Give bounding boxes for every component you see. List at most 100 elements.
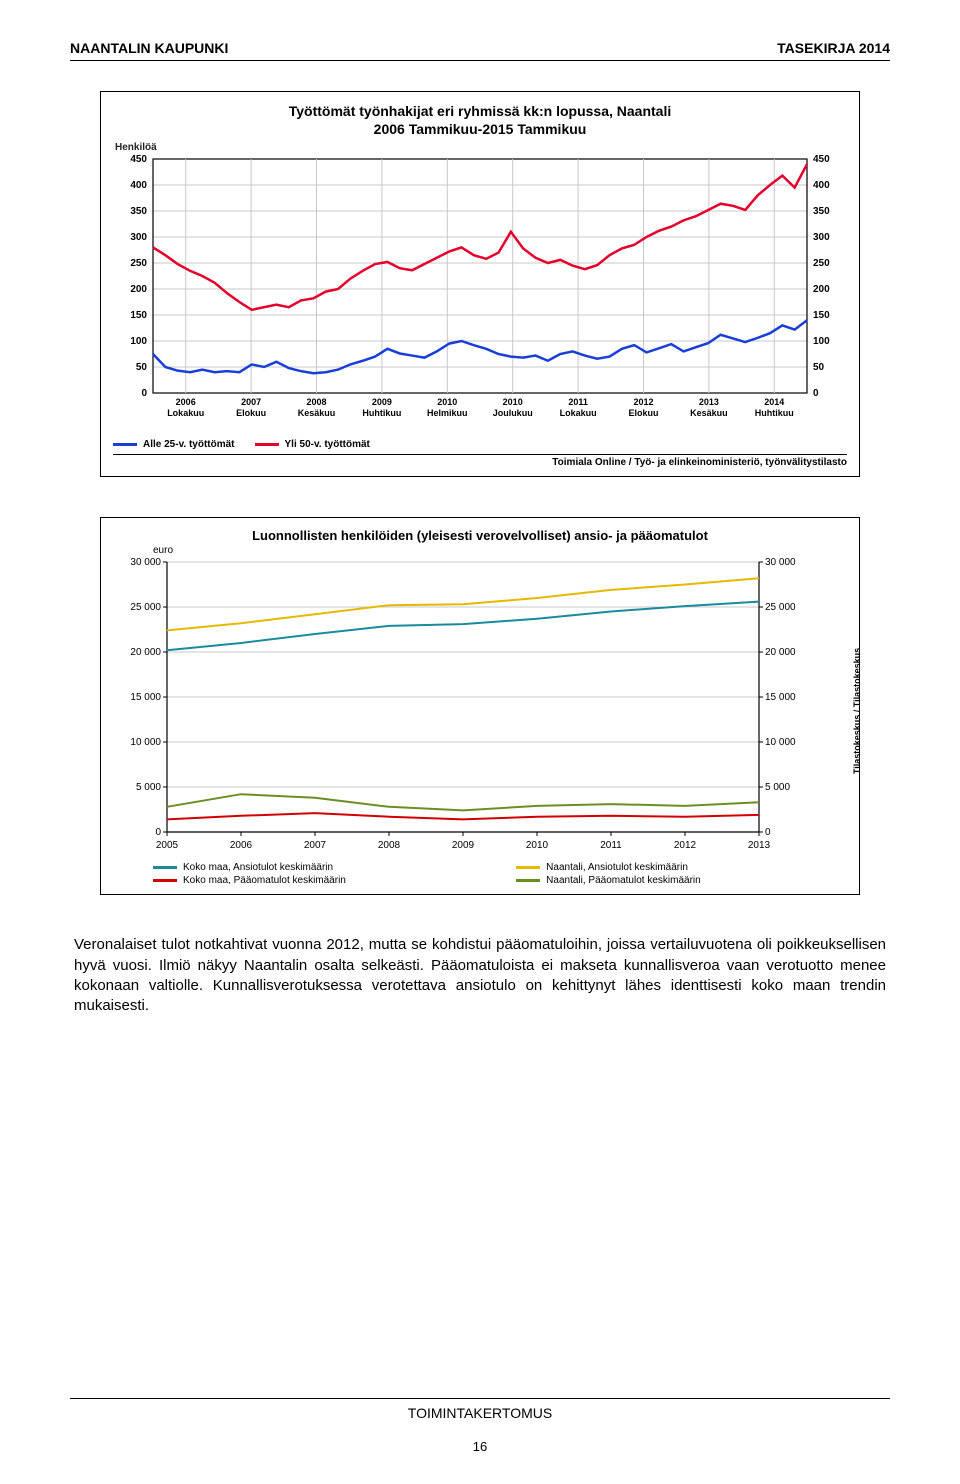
header-right: TASEKIRJA 2014 <box>777 40 890 56</box>
svg-text:2009: 2009 <box>452 840 475 851</box>
svg-text:30 000: 30 000 <box>765 557 796 568</box>
legend-swatch-blue <box>113 443 137 446</box>
svg-text:2009: 2009 <box>372 397 392 407</box>
svg-text:Kesäkuu: Kesäkuu <box>298 408 336 418</box>
svg-text:Kesäkuu: Kesäkuu <box>690 408 728 418</box>
svg-text:100: 100 <box>130 336 147 347</box>
legend-label: Naantali, Pääomatulot keskimäärin <box>546 875 701 886</box>
svg-text:2010: 2010 <box>437 397 457 407</box>
chart2-source: Tilastokeskus / Tilastokeskus <box>852 648 862 774</box>
legend-label: Koko maa, Ansiotulot keskimäärin <box>183 862 333 873</box>
legend-label: Koko maa, Pääomatulot keskimäärin <box>183 875 346 886</box>
legend-swatch <box>153 879 177 882</box>
svg-text:Huhtikuu: Huhtikuu <box>755 408 794 418</box>
svg-text:10 000: 10 000 <box>765 737 796 748</box>
chart2-container: Luonnollisten henkilöiden (yleisesti ver… <box>100 517 860 895</box>
svg-text:2012: 2012 <box>633 397 653 407</box>
svg-text:0: 0 <box>155 827 161 838</box>
body-paragraph: Veronalaiset tulot notkahtivat vuonna 20… <box>70 935 890 1016</box>
chart1-legend-label-1: Alle 25-v. työttömät <box>143 439 235 450</box>
chart2-plot: 0 0 5 000 5 000 10 000 10 000 15 000 15 000 20 0… <box>113 556 813 856</box>
svg-text:400: 400 <box>813 180 830 191</box>
svg-text:250: 250 <box>130 258 147 269</box>
chart2-legend-item: Naantali, Ansiotulot keskimäärin <box>516 862 847 873</box>
header-rule <box>70 60 890 61</box>
chart1-legend-label-2: Yli 50-v. työttömät <box>285 439 370 450</box>
svg-text:2006: 2006 <box>230 840 253 851</box>
svg-text:150: 150 <box>130 310 147 321</box>
svg-text:2006: 2006 <box>176 397 196 407</box>
svg-text:25 000: 25 000 <box>765 602 796 613</box>
svg-text:200: 200 <box>813 284 830 295</box>
chart1-title-line2: 2006 Tammikuu-2015 Tammikuu <box>374 121 587 137</box>
svg-text:0: 0 <box>141 388 147 399</box>
legend-swatch <box>153 866 177 869</box>
chart2-title: Luonnollisten henkilöiden (yleisesti ver… <box>113 528 847 543</box>
svg-text:2008: 2008 <box>306 397 326 407</box>
chart2-legend-item: Koko maa, Pääomatulot keskimäärin <box>153 875 492 886</box>
chart2-unit-label: euro <box>153 545 847 556</box>
svg-text:Huhtikuu: Huhtikuu <box>362 408 401 418</box>
page: NAANTALIN KAUPUNKI TASEKIRJA 2014 Työttö… <box>0 0 960 1484</box>
legend-swatch <box>516 866 540 869</box>
page-header: NAANTALIN KAUPUNKI TASEKIRJA 2014 <box>70 40 890 56</box>
svg-text:2005: 2005 <box>156 840 179 851</box>
svg-text:350: 350 <box>130 206 147 217</box>
svg-text:350: 350 <box>813 206 830 217</box>
footer-rule <box>70 1398 890 1399</box>
svg-text:Lokakuu: Lokakuu <box>560 408 597 418</box>
svg-text:0: 0 <box>765 827 771 838</box>
chart2-legend-item: Koko maa, Ansiotulot keskimäärin <box>153 862 492 873</box>
chart1-title-line1: Työttömät työnhakijat eri ryhmissä kk:n … <box>289 103 672 119</box>
svg-text:150: 150 <box>813 310 830 321</box>
svg-text:15 000: 15 000 <box>130 692 161 703</box>
svg-text:2010: 2010 <box>503 397 523 407</box>
svg-text:2007: 2007 <box>304 840 327 851</box>
svg-text:20 000: 20 000 <box>130 647 161 658</box>
svg-text:250: 250 <box>813 258 830 269</box>
svg-text:0: 0 <box>813 388 819 399</box>
svg-text:Elokuu: Elokuu <box>236 408 266 418</box>
chart1-container: Työttömät työnhakijat eri ryhmissä kk:n … <box>100 91 860 477</box>
svg-text:2011: 2011 <box>600 840 622 851</box>
svg-text:5 000: 5 000 <box>136 782 161 793</box>
svg-text:50: 50 <box>136 362 148 373</box>
header-left: NAANTALIN KAUPUNKI <box>70 40 228 56</box>
svg-text:2007: 2007 <box>241 397 261 407</box>
chart2-legend: Koko maa, Ansiotulot keskimäärin Naantali… <box>153 862 847 886</box>
chart1-legend-item-1: Alle 25-v. työttömät <box>113 439 235 450</box>
svg-text:2012: 2012 <box>674 840 697 851</box>
svg-text:50: 50 <box>813 362 825 373</box>
svg-text:Lokakuu: Lokakuu <box>167 408 204 418</box>
svg-text:10 000: 10 000 <box>130 737 161 748</box>
svg-text:450: 450 <box>130 154 147 165</box>
svg-text:400: 400 <box>130 180 147 191</box>
chart1-title: Työttömät työnhakijat eri ryhmissä kk:n … <box>113 102 847 138</box>
svg-text:2008: 2008 <box>378 840 401 851</box>
chart2-legend-item: Naantali, Pääomatulot keskimäärin <box>516 875 847 886</box>
chart1-plot: 0 0 50 50 100 100 150 150 200 200 250 250 300 300 350 3… <box>113 153 847 433</box>
svg-text:300: 300 <box>130 232 147 243</box>
legend-swatch-red <box>255 443 279 446</box>
svg-text:2010: 2010 <box>526 840 549 851</box>
svg-text:200: 200 <box>130 284 147 295</box>
svg-text:25 000: 25 000 <box>130 602 161 613</box>
svg-text:15 000: 15 000 <box>765 692 796 703</box>
svg-text:2011: 2011 <box>568 397 588 407</box>
chart1-source: Toimiala Online / Työ- ja elinkeinominis… <box>113 454 847 468</box>
footer-label: TOIMINTAKERTOMUS <box>70 1405 890 1421</box>
chart1-legend-item-2: Yli 50-v. työttömät <box>255 439 370 450</box>
svg-text:2013: 2013 <box>699 397 719 407</box>
page-footer: TOIMINTAKERTOMUS 16 <box>70 1398 890 1454</box>
svg-text:Joulukuu: Joulukuu <box>493 408 533 418</box>
chart1-yaxis-label: Henkilöä <box>115 142 847 153</box>
svg-text:2014: 2014 <box>764 397 784 407</box>
legend-label: Naantali, Ansiotulot keskimäärin <box>546 862 688 873</box>
svg-text:Helmikuu: Helmikuu <box>427 408 468 418</box>
svg-text:30 000: 30 000 <box>130 557 161 568</box>
svg-text:300: 300 <box>813 232 830 243</box>
svg-text:100: 100 <box>813 336 830 347</box>
svg-text:5 000: 5 000 <box>765 782 790 793</box>
svg-text:450: 450 <box>813 154 830 165</box>
svg-text:Elokuu: Elokuu <box>628 408 658 418</box>
